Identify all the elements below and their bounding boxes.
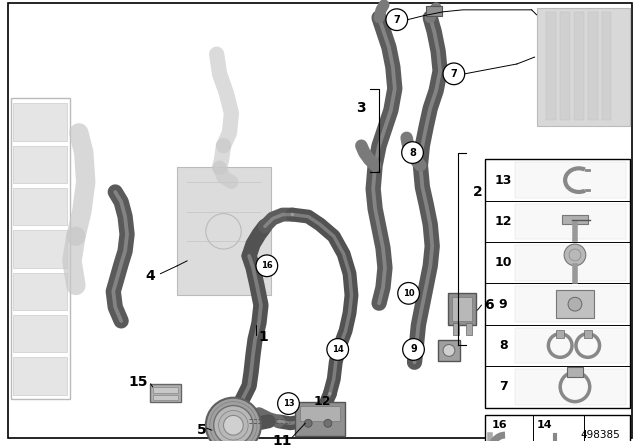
Bar: [560, 12, 570, 120]
Bar: [11, 99, 70, 399]
Text: 13: 13: [283, 399, 294, 408]
Text: 7: 7: [451, 69, 457, 79]
Bar: [567, 367, 583, 377]
Bar: [153, 395, 179, 400]
Bar: [466, 323, 472, 335]
Bar: [562, 215, 588, 224]
Text: 13: 13: [495, 174, 512, 187]
Bar: [515, 328, 626, 363]
Circle shape: [324, 419, 332, 427]
Bar: [515, 163, 626, 198]
Text: 14: 14: [536, 420, 552, 430]
Bar: [574, 12, 584, 120]
Bar: [13, 315, 67, 353]
Bar: [556, 290, 594, 318]
Text: 8: 8: [499, 339, 508, 352]
Circle shape: [256, 255, 278, 276]
Circle shape: [402, 142, 423, 164]
Bar: [296, 401, 344, 436]
Text: 9: 9: [499, 297, 508, 310]
Circle shape: [386, 9, 408, 30]
Bar: [515, 204, 626, 239]
Text: 14: 14: [332, 345, 344, 354]
Text: 10: 10: [494, 256, 512, 269]
Bar: [13, 230, 67, 268]
Bar: [485, 159, 630, 408]
Circle shape: [403, 339, 424, 360]
Bar: [13, 358, 67, 395]
Circle shape: [398, 283, 419, 304]
Text: 16: 16: [492, 420, 507, 430]
Circle shape: [206, 398, 261, 448]
Bar: [13, 103, 67, 141]
Bar: [556, 330, 564, 338]
Bar: [547, 12, 556, 120]
Text: 10: 10: [403, 289, 415, 298]
Text: 16: 16: [261, 261, 273, 270]
Bar: [177, 168, 271, 295]
Bar: [515, 245, 626, 280]
Circle shape: [443, 63, 465, 85]
Bar: [588, 12, 598, 120]
Bar: [536, 8, 630, 126]
Text: 7: 7: [394, 15, 400, 25]
Text: 498385: 498385: [580, 430, 620, 440]
Bar: [426, 6, 442, 16]
Bar: [13, 273, 67, 310]
Circle shape: [564, 244, 586, 266]
Bar: [153, 387, 179, 393]
Circle shape: [568, 297, 582, 311]
Circle shape: [327, 339, 349, 360]
Text: 2: 2: [472, 185, 483, 199]
Text: 4: 4: [146, 269, 156, 283]
Text: 11: 11: [273, 434, 292, 448]
Circle shape: [278, 393, 300, 414]
Bar: [452, 297, 472, 321]
Circle shape: [304, 419, 312, 427]
Text: 3: 3: [356, 101, 366, 115]
Bar: [515, 369, 626, 405]
Circle shape: [443, 345, 455, 356]
Text: 12: 12: [313, 395, 331, 408]
Text: 5: 5: [197, 423, 207, 437]
Text: 12: 12: [494, 215, 512, 228]
Circle shape: [214, 405, 253, 445]
Text: 1: 1: [258, 330, 268, 344]
Bar: [13, 188, 67, 225]
Bar: [438, 340, 460, 361]
Text: 15: 15: [128, 375, 148, 389]
Text: 9: 9: [410, 345, 417, 354]
Bar: [448, 293, 476, 325]
Bar: [584, 330, 592, 338]
Text: 7: 7: [499, 380, 508, 393]
Bar: [515, 286, 626, 322]
Circle shape: [223, 415, 243, 435]
Bar: [602, 12, 611, 120]
Bar: [453, 323, 459, 335]
Bar: [150, 384, 181, 401]
Text: 8: 8: [409, 147, 416, 158]
Bar: [300, 405, 340, 421]
Bar: [13, 146, 67, 183]
Bar: [536, 443, 574, 448]
Text: 6: 6: [484, 298, 494, 312]
Bar: [485, 415, 630, 448]
